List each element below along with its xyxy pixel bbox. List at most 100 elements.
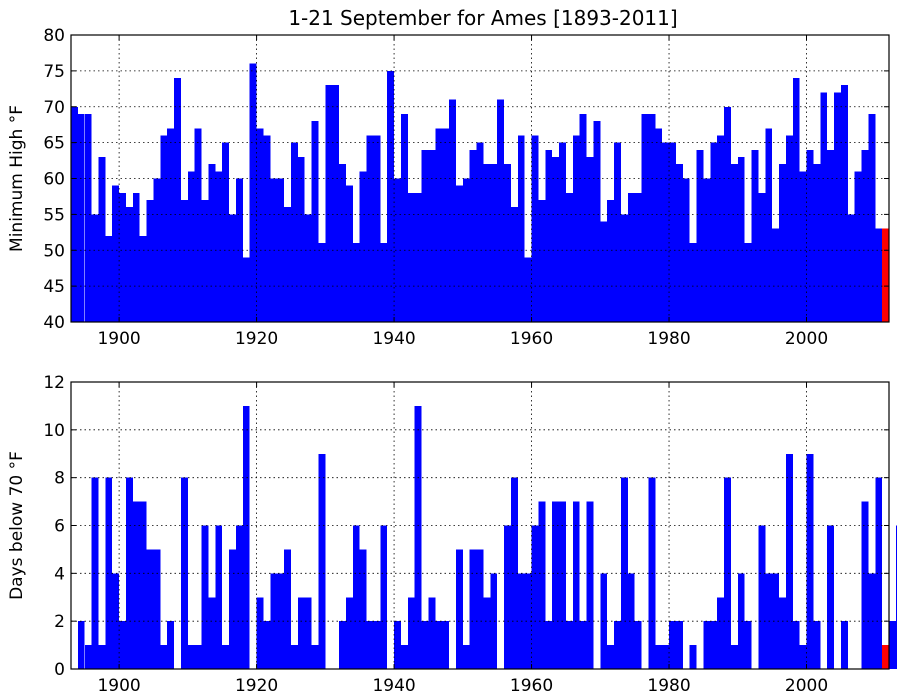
bar-1911 [194,645,202,669]
bar-1926 [297,597,305,669]
bar-2001 [813,621,821,669]
bar-2011 [882,645,889,669]
bar-1895 [84,645,92,669]
bar-1956 [504,525,511,669]
bar-1916 [229,214,236,323]
bar-1913 [208,597,216,669]
bar-1929 [318,243,326,322]
y-tick-label: 10 [43,421,65,441]
x-tick-label: 1940 [372,329,415,349]
bar-1938 [380,525,388,669]
bar-1992 [751,149,759,322]
bar-1999 [799,171,807,322]
bar-1914 [215,525,223,669]
bar-2004 [834,92,841,323]
bar-1897 [98,156,106,322]
bar-1975 [634,621,642,669]
x-tick-label: 2000 [785,329,828,349]
bar-1923 [277,573,285,669]
bar-2002 [820,92,828,323]
bar-1943 [414,405,422,669]
bar-1942 [407,192,415,322]
bar-1943 [414,192,422,322]
bar-1925 [290,142,298,323]
y-tick-label: 65 [43,134,65,154]
bar-1959 [524,257,532,322]
bar-1949 [455,185,463,322]
bar-1901 [125,207,133,322]
bar-1912 [201,200,209,322]
bar-2000 [806,149,814,322]
bar-1981 [675,621,683,669]
bar-1965 [565,192,573,322]
bar-1953 [483,597,491,669]
bar-1989 [730,164,738,322]
bar-1947 [442,128,450,322]
bar-1971 [607,200,615,322]
bar-2009 [868,573,876,669]
bar-1973 [620,214,628,323]
bar-1984 [696,149,704,322]
bar-1935 [359,171,367,322]
bar-1937 [373,621,381,669]
bar-1991 [744,621,752,669]
bar-1928 [311,645,319,669]
bar-1971 [607,645,615,669]
bar-1953 [483,164,491,322]
x-tick-label: 1960 [510,676,553,696]
bar-2008 [861,149,869,322]
bar-1951 [469,549,477,669]
bar-1900 [119,192,126,322]
y-tick-label: 80 [43,26,65,46]
bar-1960 [531,135,539,322]
bar-1917 [235,525,243,669]
y-tick-label: 45 [43,277,65,297]
bar-2010 [875,228,883,322]
bar-1944 [421,621,429,669]
chart-title: 1-21 September for Ames [1893-2011] [288,6,677,30]
bar-1988 [724,106,731,322]
bar-2001 [813,164,821,322]
bar-1964 [559,142,566,323]
bar-1906 [160,645,168,669]
bar-1894 [77,113,85,323]
bar-1899 [112,185,120,322]
bar-1897 [98,645,106,669]
bar-1913 [208,164,216,322]
bar-1908 [174,78,181,322]
bar-1993 [758,525,766,669]
bars [77,405,897,669]
bar-1934 [352,525,360,669]
bar-1965 [565,621,573,669]
bar-1982 [682,178,690,322]
y-axis-label: Days below 70 °F [7,451,27,600]
y-tick-label: 75 [43,62,65,82]
bar-1936 [366,135,374,322]
x-tick-label: 1960 [510,329,553,349]
bar-1950 [462,645,470,669]
bar-1951 [469,149,477,322]
bar-1935 [359,549,367,669]
bar-1979 [662,142,670,323]
bar-1902 [132,192,140,322]
bar-1912 [201,525,209,669]
bar-1967 [579,113,587,323]
bar-1936 [366,621,374,669]
bar-1966 [572,501,580,669]
bar-1947 [442,621,450,669]
bar-1957 [510,477,518,669]
y-tick-label: 0 [54,660,65,680]
bar-1973 [620,477,628,669]
bar-1932 [339,164,346,322]
bar-1981 [675,164,683,322]
bar-1944 [421,149,429,322]
bar-1923 [277,178,285,322]
bar-1952 [476,142,484,323]
bar-2012 [889,621,896,669]
bar-1989 [730,645,738,669]
bar-2009 [868,113,876,323]
bar-1940 [394,621,401,669]
bar-1952 [476,549,484,669]
y-tick-label: 8 [54,469,65,489]
bar-1899 [112,573,120,669]
